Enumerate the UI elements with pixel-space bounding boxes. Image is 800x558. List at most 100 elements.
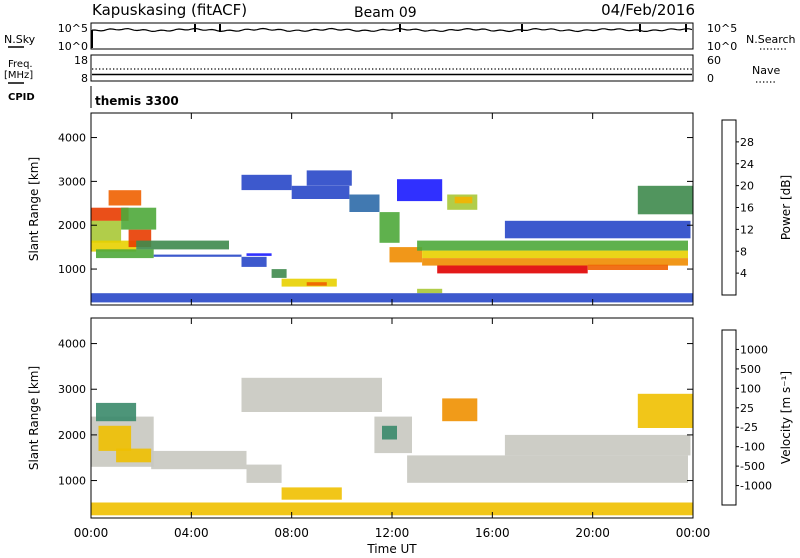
power-region-20 [417,240,688,251]
power-region-22 [422,258,688,266]
colorbar-tick-label: 16 [740,202,754,215]
cpid-program: themis 3300 [95,94,179,108]
power-region-11 [271,269,287,278]
velocity-region-12 [442,398,478,422]
colorbar-tick-label: -500 [740,460,765,473]
power-panel: 1000 2000 3000 4000 Slant Range [km] 4 8 12 16 20… [27,112,793,306]
nsky-tick-bottom: 10^0 [58,40,88,53]
power-region-7 [136,240,229,250]
cpid-label: CPID [8,92,35,103]
power-region-30 [417,288,443,294]
y-axis-title: Slant Range [km] [27,157,41,261]
freq-tick-bottom: 8 [81,72,88,85]
velocity-region-9 [382,425,397,440]
x-tick-label: 16:00 [475,526,510,540]
y-tick-label: 3000 [58,175,86,188]
power-region-10 [241,256,267,267]
colorbar-tick-label: 4 [740,267,747,280]
x-tick-label: 04:00 [174,526,209,540]
velocity-region-4 [151,450,247,470]
power-region-9 [246,253,272,256]
velocity-region-14 [91,502,693,516]
y-tick-label: 2000 [58,429,86,442]
nsky-label: N.Sky [4,33,36,46]
y-tick-label: 4000 [58,132,86,145]
velocity-region-2 [116,448,152,463]
nsky-panel [90,22,694,50]
power-region-19 [389,247,423,263]
velocity-region-11 [504,434,691,456]
y-tick-label: 1000 [58,263,86,276]
x-tick-label: 00:00 [74,526,109,540]
station-title: Kapuskasing (fitACF) [92,1,247,19]
nsearch-label: N.Search [746,33,796,46]
power-region-26 [454,196,473,204]
nave-tick-bottom: 0 [707,72,714,85]
x-tick-label: 12:00 [375,526,410,540]
power-region-1 [91,220,122,243]
colorbar-tick-label: 8 [740,245,747,258]
y-axis-title: Slant Range [km] [27,366,41,470]
power-region-14 [241,174,292,191]
nsky-spikes [91,24,687,48]
velocity-region-10 [407,455,688,483]
freq-panel [90,54,694,82]
nsearch-tick-bottom: 10^0 [707,40,737,53]
freq-unit-label: [MHz] [4,70,33,81]
nsearch-tick-top: 10^5 [707,22,737,35]
x-tick-label: 00:00 [676,526,711,540]
date-title: 04/Feb/2016 [601,1,695,19]
velocity-region-5 [246,464,282,483]
colorbar-tick-label: 20 [740,180,754,193]
colorbar-frame [721,329,737,506]
beam-title: Beam 09 [354,5,417,21]
colorbar-tick-label: 100 [740,382,761,395]
time-axis: 00:00 04:00 08:00 12:00 16:00 20:00 00:00 [74,526,711,540]
x-tick-label: 08:00 [274,526,309,540]
velocity-region-3 [96,402,137,422]
power-region-8 [153,254,242,257]
y-tick-label: 3000 [58,383,86,396]
colorbar-title: Velocity [m s⁻¹] [779,371,793,464]
colorbar-tick-label: 500 [740,363,761,376]
power-region-21 [422,250,688,259]
power-region-29 [397,179,443,202]
power-region-2 [91,240,137,252]
colorbar-frame [721,119,737,296]
power-region-13 [306,282,327,286]
x-tick-label: 20:00 [575,526,610,540]
colorbar-tick-label: -1000 [740,480,772,493]
power-region-16 [306,170,352,186]
colorbar-tick-label: -100 [740,441,765,454]
colorbar-title: Power [dB] [779,175,793,240]
velocity-region-6 [281,487,342,500]
power-region-24 [587,264,668,270]
power-region-18 [379,212,400,243]
nave-label: Nave [752,64,780,77]
y-tick-label: 1000 [58,475,86,488]
power-region-31 [91,293,693,303]
power-region-27 [504,220,691,239]
y-tick-label: 4000 [58,338,86,351]
velocity-region-1 [98,425,132,451]
freq-tick-top: 18 [74,54,88,67]
colorbar-tick-label: -25 [740,421,758,434]
panel-frame [90,112,694,306]
power-region-23 [437,265,588,274]
power-region-0 [91,207,129,221]
velocity-region-7 [241,377,382,412]
colorbar-tick-label: 25 [740,402,754,415]
power-region-28 [637,185,693,215]
nsky-trace [91,27,693,33]
nave-tick-top: 60 [707,54,721,67]
velocity-region-13 [637,393,693,428]
freq-label: Freq. [8,59,33,70]
power-region-17 [349,194,380,212]
power-region-6 [96,249,154,259]
power-region-5 [121,207,157,230]
y-tick-label: 2000 [58,219,86,232]
nsky-tick-top: 10^5 [58,22,88,35]
power-region-3 [108,190,142,206]
colorbar-tick-label: 24 [740,158,754,171]
